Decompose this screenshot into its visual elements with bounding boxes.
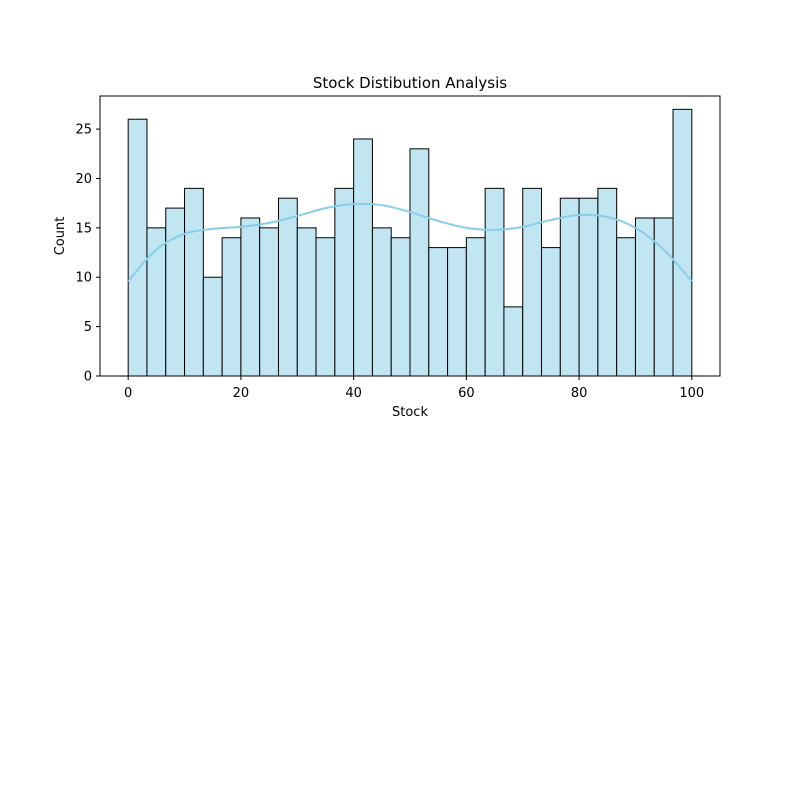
plot-frame (99, 95, 721, 377)
chart-title: Stock Distibution Analysis (313, 74, 507, 92)
x-tick-label: 60 (458, 386, 475, 401)
histogram-bar (334, 187, 355, 377)
x-tick-label: 0 (124, 386, 132, 401)
histogram-bar (578, 197, 599, 377)
x-axis-label: Stock (392, 405, 428, 420)
y-tick-label: 20 (75, 172, 92, 187)
histogram-bar (653, 217, 674, 377)
histogram-bar (240, 217, 261, 377)
histogram-bar (465, 237, 486, 377)
histogram-bar (221, 237, 242, 377)
histogram-bar (616, 237, 636, 377)
histogram-bar (184, 187, 204, 377)
histogram-bar (503, 306, 524, 377)
histogram-bar (484, 187, 505, 377)
y-axis: 0 5 10 15 20 25 (75, 123, 100, 385)
histogram-bar (202, 276, 223, 377)
histogram-bar (672, 108, 693, 377)
histogram-bar (353, 138, 373, 377)
x-tick-label: 40 (345, 386, 362, 401)
histogram-bar (522, 187, 543, 377)
y-axis-label: Count (53, 217, 68, 256)
x-axis: 0 20 40 60 80 100 (124, 376, 704, 401)
histogram-bar (541, 247, 561, 377)
y-tick-label: 15 (75, 221, 92, 236)
histogram-bar (390, 237, 411, 377)
y-tick-label: 10 (75, 271, 92, 286)
y-tick-label: 0 (84, 370, 92, 385)
y-tick-label: 25 (75, 123, 92, 138)
histogram-bar (371, 227, 392, 377)
kde-line (127, 202, 693, 282)
histogram-bar (409, 148, 430, 377)
x-tick-label: 80 (571, 386, 588, 401)
histogram-bar (634, 217, 655, 377)
histogram-bar (296, 227, 317, 377)
histogram-bar (315, 237, 336, 377)
histogram-bar (259, 227, 279, 377)
y-tick-label: 5 (84, 320, 92, 335)
histogram-bar (447, 247, 467, 377)
x-tick-label: 100 (679, 386, 704, 401)
histogram-bar (165, 207, 186, 377)
histogram-bar (428, 247, 449, 377)
bars-group (127, 108, 693, 377)
histogram-bar (559, 197, 580, 377)
x-tick-label: 20 (233, 386, 250, 401)
histogram-bar (277, 197, 298, 377)
histogram-bar (127, 118, 148, 377)
